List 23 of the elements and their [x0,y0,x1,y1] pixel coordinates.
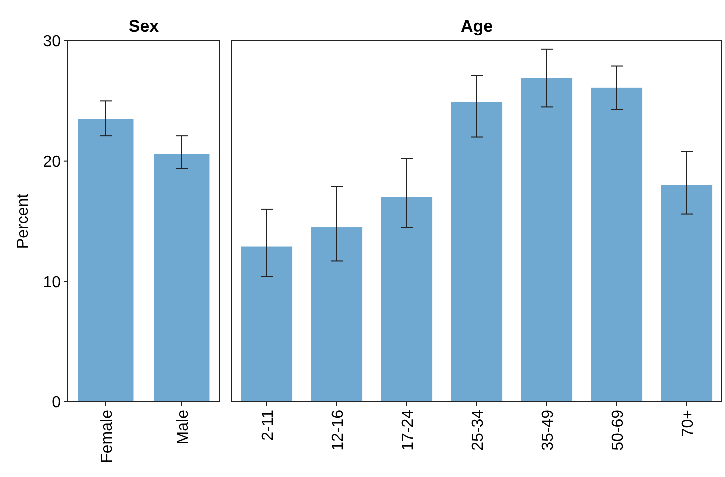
y-tick-label: 30 [43,34,62,51]
y-tick-label: 0 [52,394,62,412]
bar [241,246,293,402]
x-tick-label: Male [175,410,192,445]
x-tick-label: 70+ [680,410,697,438]
x-tick-label: Female [99,410,116,464]
chart-title: Age [460,17,494,36]
bar [381,197,433,402]
bar [451,102,503,402]
bar [591,88,643,402]
x-tick-label: 17-24 [400,410,417,451]
x-tick-label: 12-16 [330,410,347,451]
chart-title: Sex [128,17,160,36]
x-tick-label: 25-34 [470,410,487,451]
x-tick-label: 2-11 [260,410,277,441]
y-tick-label: 20 [43,154,62,171]
x-tick-label: 35-49 [540,410,557,451]
x-tick-label: 50-69 [610,410,627,451]
bar [521,78,573,402]
y-axis-title: Percent [15,193,32,250]
bar [311,228,363,402]
y-tick-label: 10 [43,274,62,292]
bar [661,185,713,402]
